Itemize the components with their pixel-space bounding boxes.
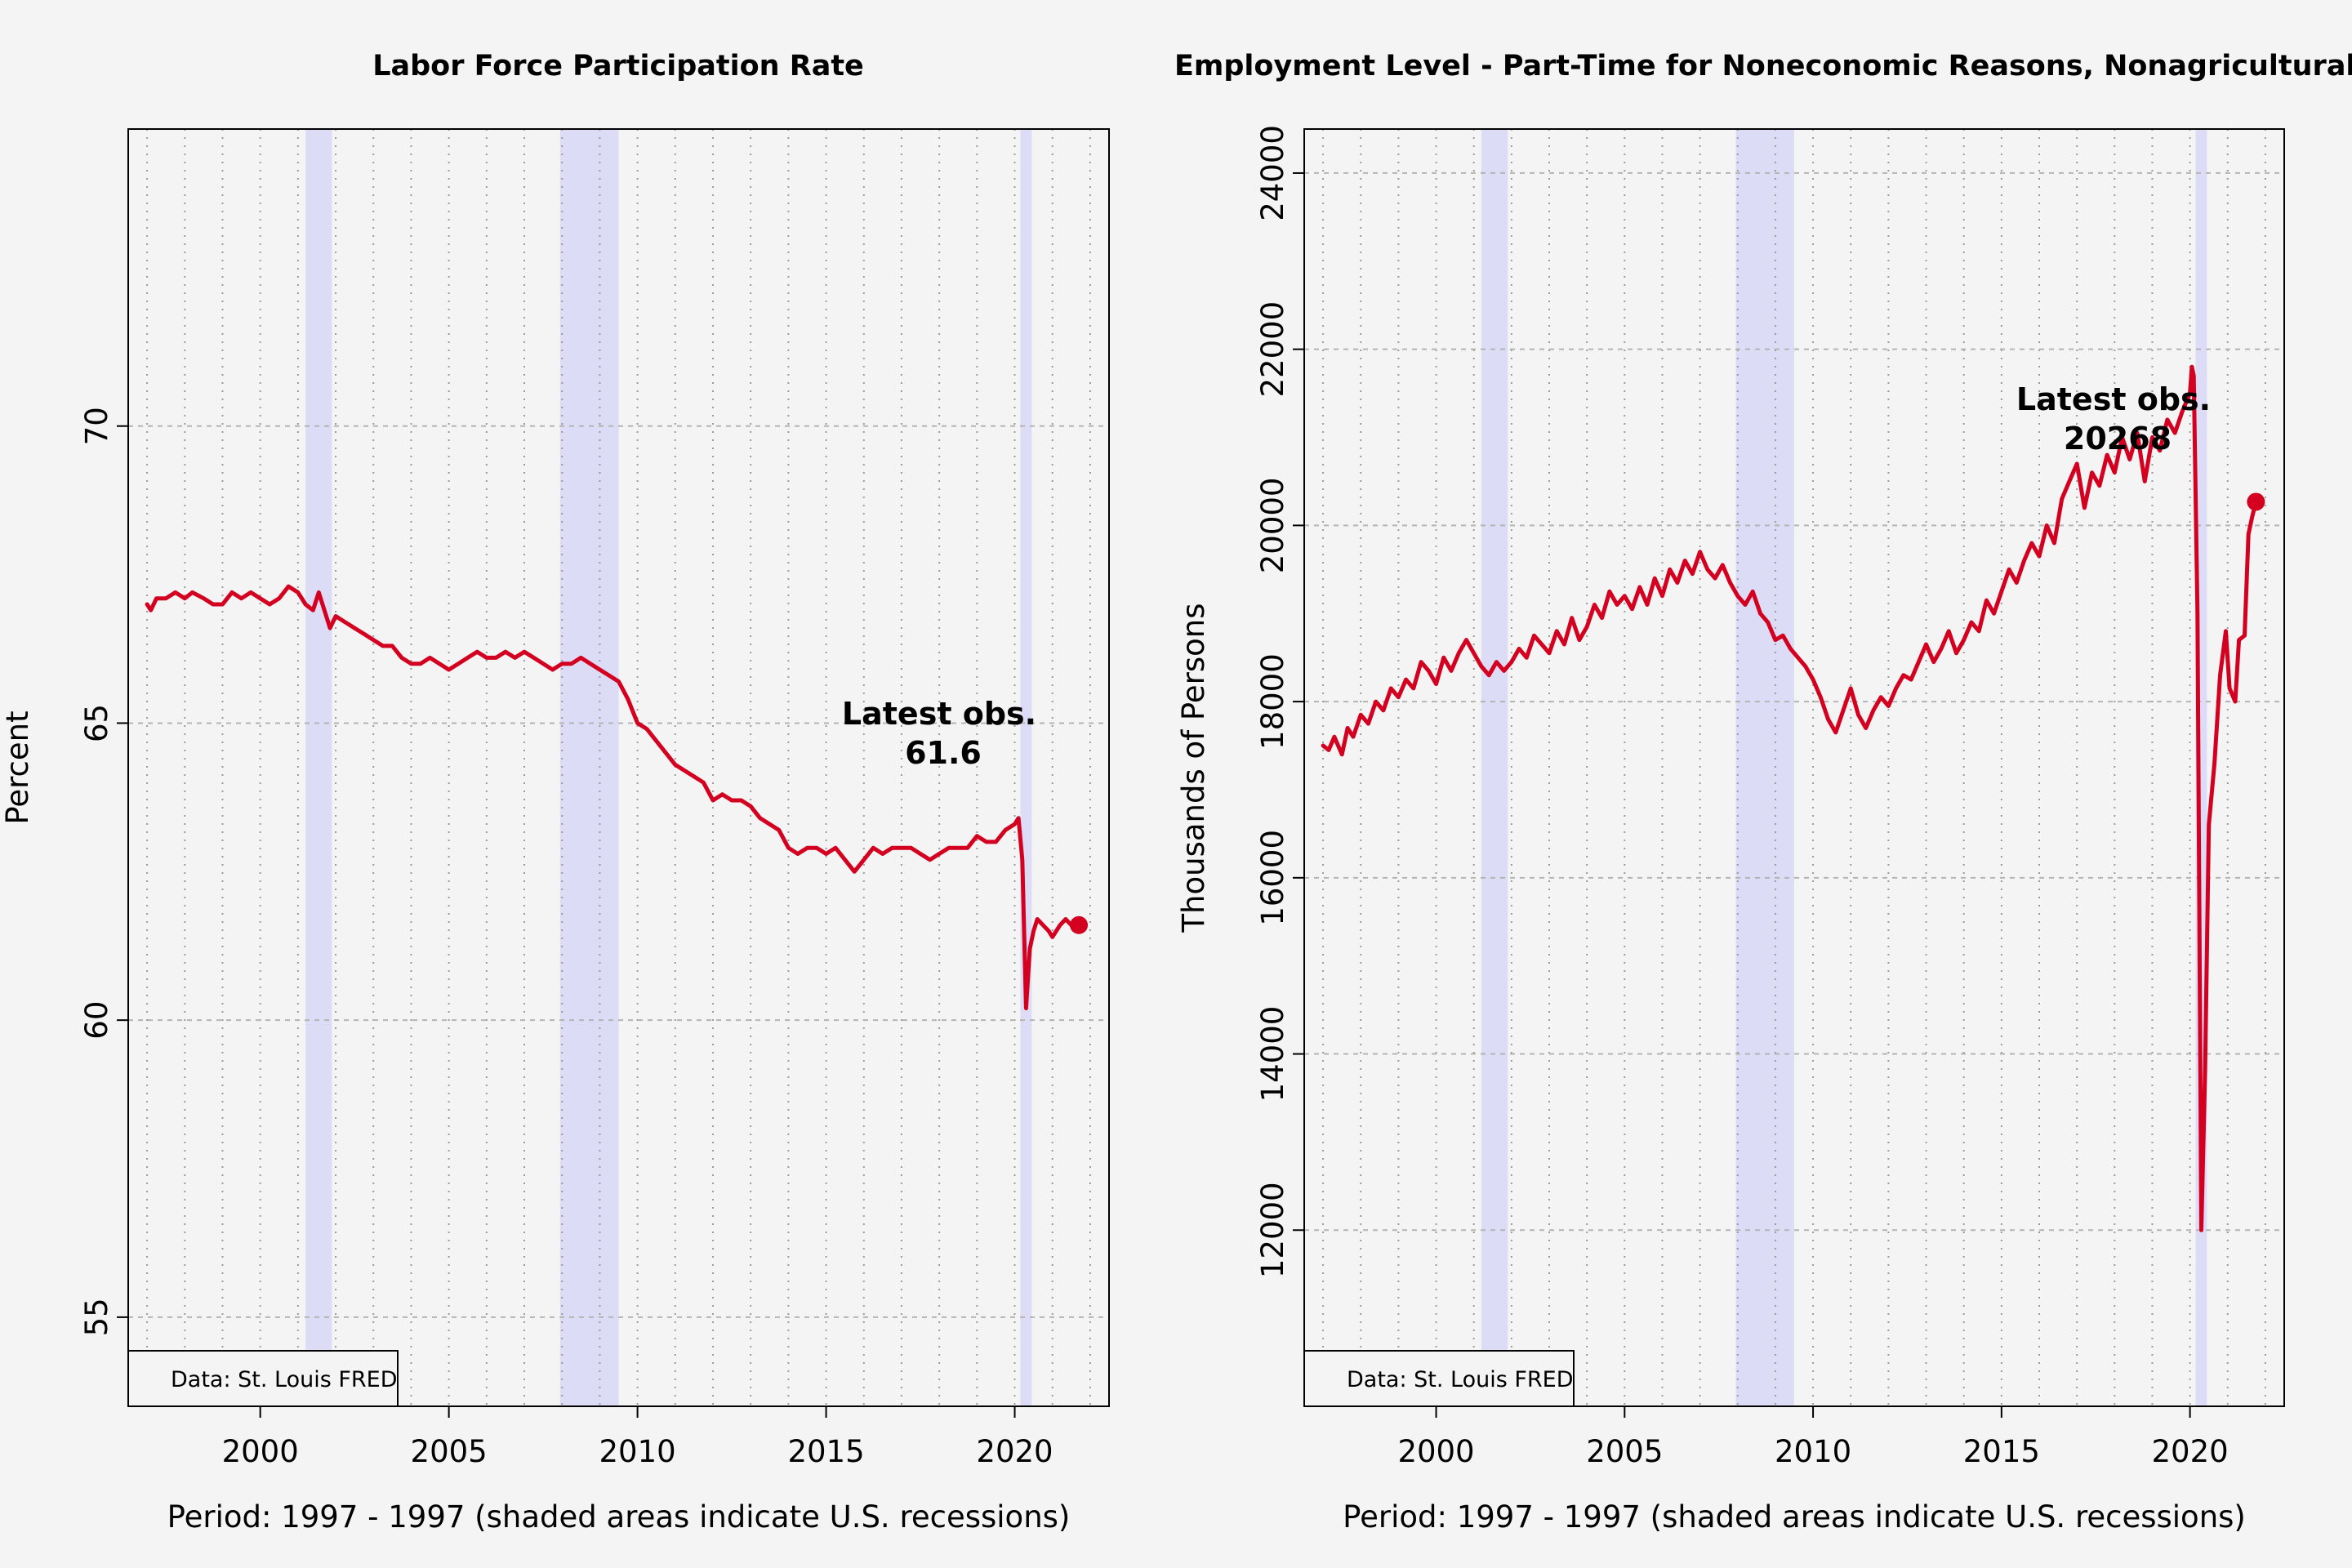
y-tick-label: 60 [79,1001,114,1040]
y-tick-label: 55 [79,1298,114,1336]
latest-observation-marker [1070,915,1089,934]
y-axis-ticks: 12000 14000 16000 18000 20000 22000 24000 [1255,125,1304,1278]
chart-title: Labor Force Participation Rate [372,50,864,82]
x-tick-label: 2010 [599,1434,676,1469]
series-line [145,584,1081,1011]
recession-band [1481,129,1508,1406]
x-axis-ticks: 2000 2005 2010 2015 2020 [1397,1406,2229,1469]
y-tick-label: 20000 [1255,478,1290,574]
x-axis-ticks: 2000 2005 2010 2015 2020 [222,1406,1054,1469]
grid-lines [1304,129,2284,1406]
y-tick-label: 70 [79,407,114,445]
data-line [1321,364,2258,1232]
x-axis-label: Period: 1997 - 1997 (shaded areas indica… [167,1499,1071,1535]
plot-frame [1303,128,2285,1407]
x-tick-label: 2015 [787,1434,864,1469]
series-line [1321,364,2258,1232]
source-note: Data: St. Louis FRED [1347,1367,1574,1392]
x-tick-label: 2000 [222,1434,299,1469]
latest-point [2247,492,2265,511]
y-tick-label: 16000 [1255,830,1290,926]
x-tick-label: 2005 [411,1434,488,1469]
y-axis-label: Percent [0,710,35,824]
plot-frame [127,128,1110,1407]
source-note-frame [1303,1350,1575,1407]
source-note-frame [127,1350,399,1407]
x-tick-label: 2020 [976,1434,1053,1469]
y-tick-label: 65 [79,704,114,742]
x-tick-label: 2005 [1586,1434,1663,1469]
grid-lines [128,129,1109,1406]
x-tick-label: 2015 [1963,1434,2040,1469]
y-tick-label: 14000 [1255,1006,1290,1102]
x-tick-label: 2010 [1775,1434,1851,1469]
latest-obs-label: Latest obs. [2016,381,2211,417]
y-axis-label: Thousands of Persons [1176,603,1211,933]
source-note-box: Data: St. Louis FRED [127,1350,399,1407]
recession-bands [305,129,1032,1406]
recession-band [1735,129,1794,1406]
latest-obs-label: Latest obs. [842,696,1036,732]
recession-band [559,129,619,1406]
recession-band [305,129,332,1406]
y-axis-ticks: 55 60 65 70 [79,407,128,1336]
chart-title: Employment Level - Part-Time for Nonecon… [1174,50,2352,82]
chart-labor-force-participation: Labor Force Participation Rate 2000 2005 2… [0,50,1110,1535]
latest-point [1070,915,1089,934]
data-line [145,584,1081,1011]
latest-observation-marker [2247,492,2265,511]
chart-part-time-employment: Employment Level - Part-Time for Nonecon… [1174,50,2352,1535]
source-note-box: Data: St. Louis FRED [1303,1350,1575,1407]
x-axis-label: Period: 1997 - 1997 (shaded areas indica… [1343,1499,2246,1535]
latest-obs-value: 61.6 [905,735,982,771]
latest-obs-value: 20268 [2064,421,2172,457]
y-tick-label: 22000 [1255,301,1290,398]
y-tick-label: 18000 [1255,653,1290,750]
recession-band [1020,129,1032,1406]
x-tick-label: 2000 [1397,1434,1474,1469]
source-note: Data: St. Louis FRED [171,1367,398,1392]
y-tick-label: 12000 [1255,1182,1290,1278]
y-tick-label: 24000 [1255,125,1290,221]
x-tick-label: 2020 [2152,1434,2229,1469]
